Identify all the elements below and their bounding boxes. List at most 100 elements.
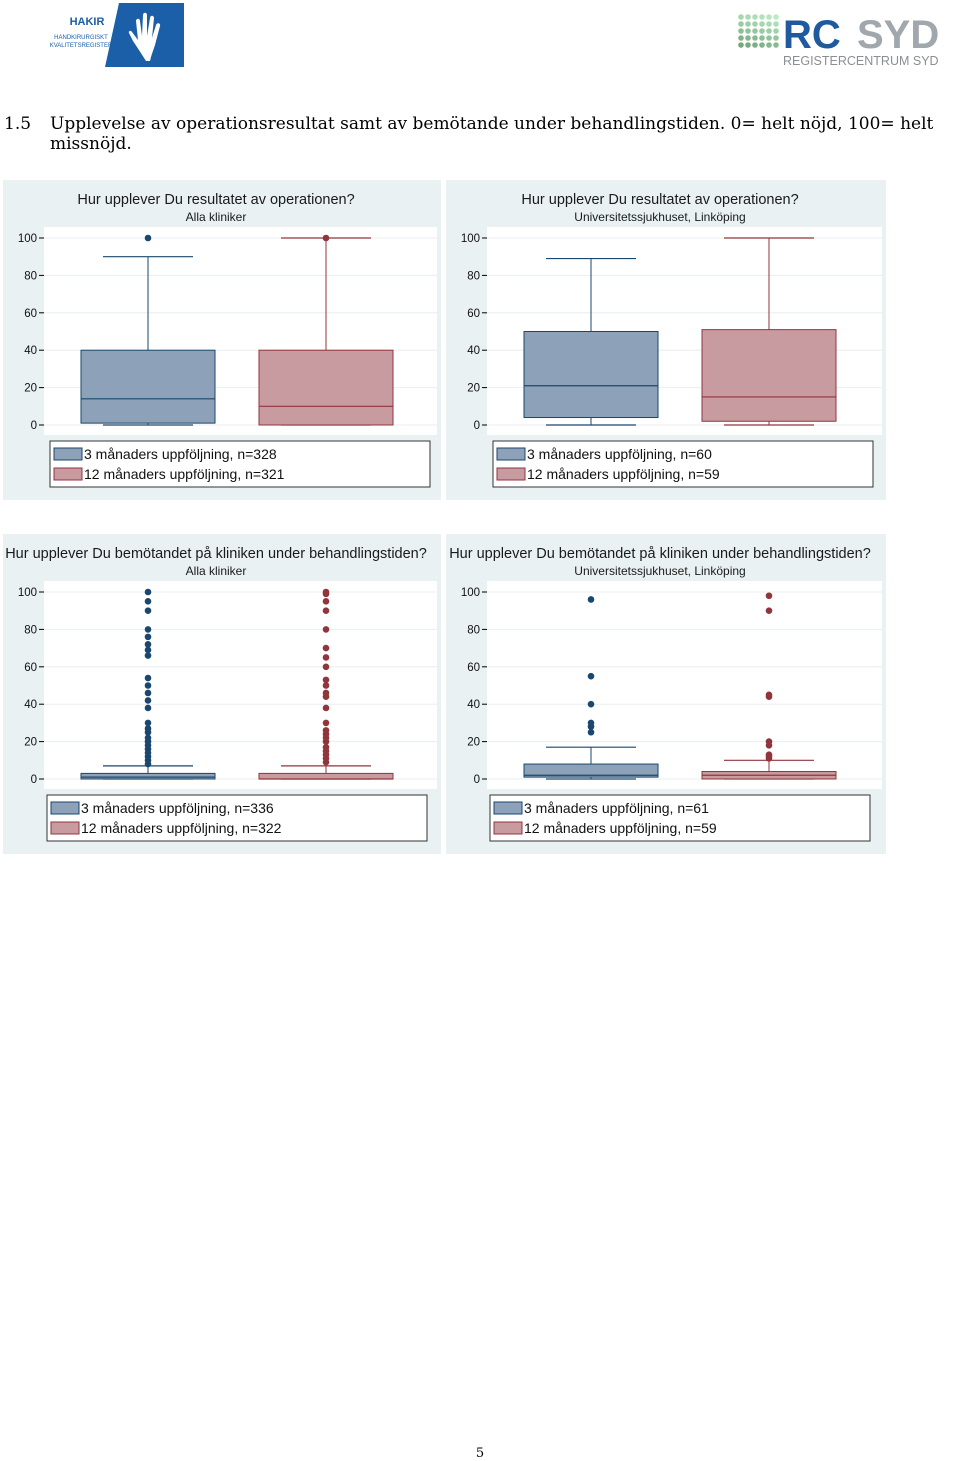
legend-box (492, 440, 874, 488)
logo-dot (773, 42, 779, 48)
logo-dot (738, 35, 744, 41)
logo-dot (759, 14, 765, 20)
logo-dot (745, 28, 751, 34)
box (80, 349, 216, 424)
outlier-point (144, 588, 152, 596)
logo-dot (738, 42, 744, 48)
box (523, 331, 659, 419)
legend-swatch-2 (496, 467, 526, 481)
box-series-1 (523, 257, 659, 426)
svg-text:SYD: SYD (857, 13, 939, 57)
legend-label-2: 12 månaders uppföljning, n=322 (81, 820, 282, 836)
svg-text:REGISTERCENTRUM SYD: REGISTERCENTRUM SYD (783, 54, 939, 68)
box-series-1 (523, 596, 659, 780)
logo-dot (773, 28, 779, 34)
logo-dot (759, 21, 765, 27)
logo-dot (766, 21, 772, 27)
outlier-point (144, 725, 152, 732)
y-tick-label: 0 (474, 420, 480, 432)
outlier-point (322, 598, 330, 605)
box (701, 329, 837, 422)
chart-title: Hur upplever Du bemötandet på kliniken u… (5, 546, 427, 562)
logo-dot (773, 14, 779, 20)
outlier-point (587, 672, 595, 680)
legend-box (49, 440, 431, 488)
outlier-point (144, 704, 152, 712)
svg-text:KVALITETSREGISTER: KVALITETSREGISTER (50, 43, 113, 49)
chart-panel-4: Hur upplever Du bemötandet på kliniken u… (446, 534, 886, 854)
box (523, 763, 659, 778)
logo-dot (745, 35, 751, 41)
logo-dot (759, 28, 765, 34)
y-tick-label: 20 (467, 737, 480, 749)
svg-text:HAKIR: HAKIR (70, 16, 105, 28)
chart-treatment-all-clinics: Hur upplever Du bemötandet på kliniken u… (3, 534, 441, 854)
outlier-point (144, 719, 152, 727)
hand-icon (105, 3, 184, 67)
logo-dot (759, 42, 765, 48)
y-tick-label: 40 (467, 699, 480, 711)
chart-subtitle: Universitetssjukhuset, Linköping (574, 564, 745, 578)
legend-box (46, 794, 428, 842)
outlier-point (144, 234, 152, 242)
y-tick-label: 40 (24, 699, 37, 711)
legend-label-1: 3 månaders uppföljning, n=61 (524, 800, 709, 816)
logo-dot (766, 14, 772, 20)
chart-subtitle: Alla kliniker (186, 564, 247, 578)
outlier-point (322, 607, 330, 614)
legend-label-1: 3 månaders uppföljning, n=60 (527, 446, 712, 462)
chart-result-linkoping: Hur upplever Du resultatet av operatione… (446, 180, 886, 500)
box (258, 772, 394, 780)
logo-dot (752, 42, 758, 48)
chart-result-all-clinics: Hur upplever Du resultatet av operatione… (3, 180, 441, 500)
outlier-point (144, 641, 152, 648)
outlier-point (322, 743, 330, 751)
outlier-point (322, 727, 330, 734)
outlier-point (144, 626, 152, 633)
outlier-point (322, 234, 330, 242)
box-series-1 (80, 234, 216, 426)
box (80, 772, 216, 780)
legend-swatch-1 (496, 447, 526, 461)
svg-text:RC: RC (783, 13, 841, 57)
logo-dot (745, 14, 751, 20)
outlier-point (587, 700, 595, 708)
legend-swatch-2 (493, 821, 523, 835)
section-title: Upplevelse av operationsresultat samt av… (50, 114, 934, 154)
y-tick-label: 80 (467, 270, 480, 282)
logo-dot (738, 21, 744, 27)
legend-label-2: 12 månaders uppföljning, n=59 (527, 466, 720, 482)
logo-dot (773, 21, 779, 27)
plot-area (44, 581, 437, 789)
chart-title: Hur upplever Du resultatet av operatione… (77, 192, 354, 208)
outlier-point (587, 728, 595, 736)
logo-dot (752, 21, 758, 27)
legend-label-2: 12 månaders uppföljning, n=59 (524, 820, 717, 836)
logo-dot (752, 14, 758, 20)
plot-area (487, 581, 882, 789)
y-tick-label: 60 (467, 308, 480, 320)
logo-dot (766, 35, 772, 41)
chart-subtitle: Alla kliniker (186, 210, 247, 224)
y-tick-label: 0 (474, 774, 480, 786)
outlier-point (144, 633, 152, 641)
logo-dot (745, 21, 751, 27)
chart-subtitle: Universitetssjukhuset, Linköping (574, 210, 745, 224)
logo-dot (766, 28, 772, 34)
logo-dot (745, 42, 751, 48)
legend-swatch-1 (493, 801, 523, 815)
chart-treatment-linkoping: Hur upplever Du bemötandet på kliniken u… (446, 534, 886, 854)
y-tick-label: 100 (18, 587, 37, 599)
y-tick-label: 100 (461, 233, 480, 245)
box (258, 349, 394, 426)
page-number: 5 (475, 1446, 485, 1461)
y-tick-label: 40 (24, 345, 37, 357)
outlier-point (144, 689, 152, 697)
y-tick-label: 60 (467, 662, 480, 674)
outlier-point (587, 719, 595, 727)
outlier-point (765, 592, 773, 600)
section-number: 1.5 (4, 114, 32, 134)
y-tick-label: 80 (24, 624, 37, 636)
outlier-point (322, 626, 330, 633)
box-series-2 (701, 592, 837, 780)
